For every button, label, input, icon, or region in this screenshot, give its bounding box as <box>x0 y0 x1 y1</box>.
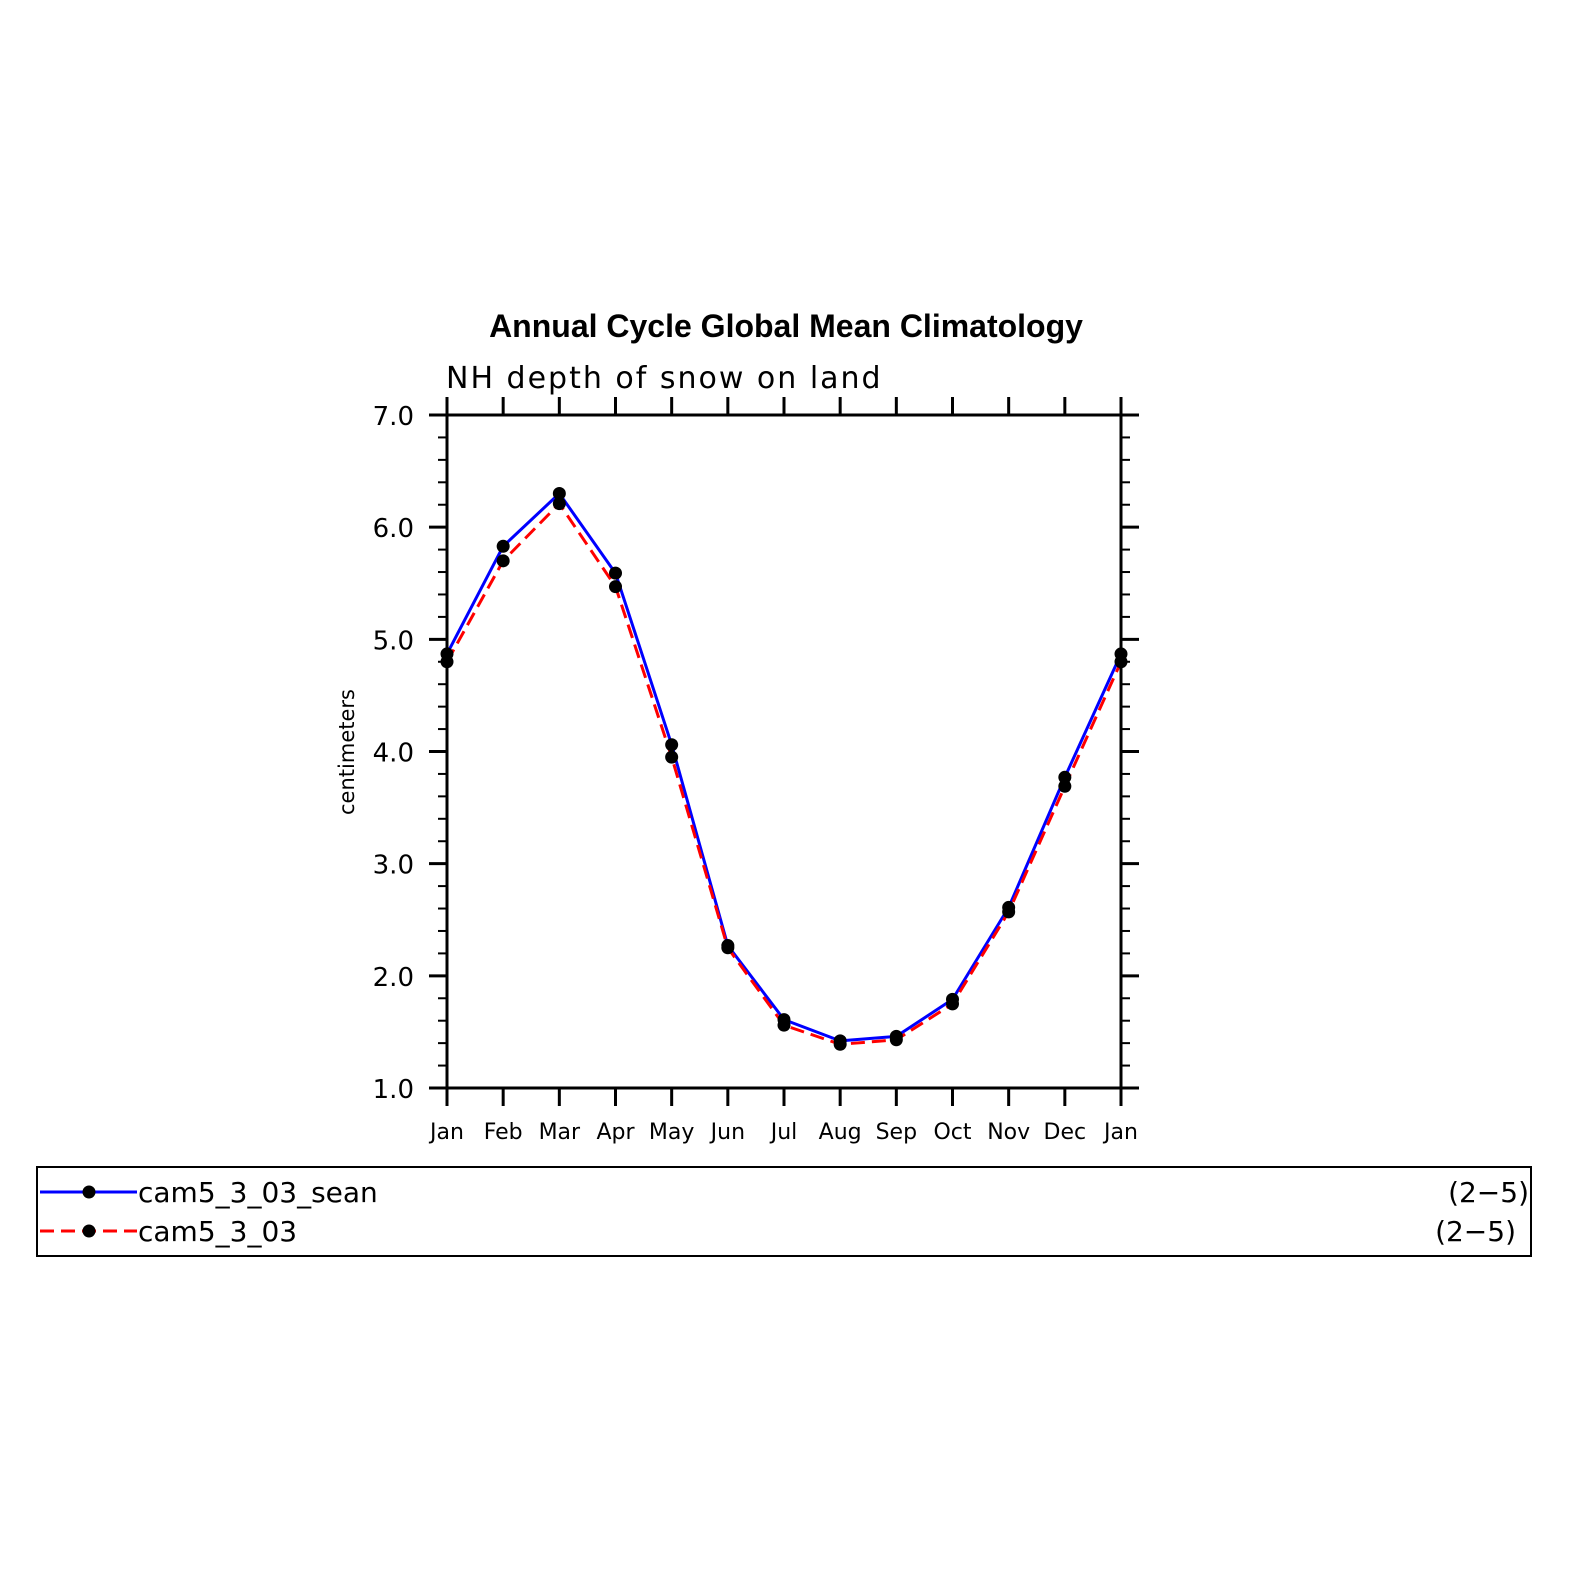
data-point-cam5_3_03 <box>552 497 566 511</box>
legend-marker-cam5_3_03 <box>82 1224 96 1238</box>
x-tick-label: Apr <box>596 1120 635 1145</box>
legend-period: (2−5) <box>1435 1215 1516 1248</box>
data-point-cam5_3_03 <box>609 580 622 594</box>
x-tick-label: May <box>649 1120 694 1145</box>
data-point-cam5_3_03_sean <box>496 539 510 553</box>
data-point-cam5_3_03 <box>721 941 735 955</box>
y-axis-label: centimeters <box>335 689 359 815</box>
y-tick-label: 5.0 <box>373 626 414 656</box>
plot-frame <box>445 413 1123 1090</box>
data-point-cam5_3_03_sean <box>665 738 679 752</box>
legend: cam5_3_03_sean (2−5) cam5_3_03 (2−5) <box>40 1176 1529 1248</box>
x-tick-label: Jul <box>769 1120 798 1145</box>
data-point-cam5_3_03 <box>1058 779 1072 793</box>
y-tick-label: 3.0 <box>373 851 414 881</box>
data-point-cam5_3_03_sean <box>552 487 566 501</box>
series-line-cam5_3_03_sean <box>445 492 1123 1043</box>
x-tick-label: Jan <box>1102 1120 1138 1145</box>
data-point-cam5_3_03 <box>665 750 679 764</box>
data-point-cam5_3_03_sean <box>1058 770 1072 784</box>
data-point-cam5_3_03 <box>833 1037 847 1051</box>
data-point-cam5_3_03 <box>496 554 510 568</box>
data-point-cam5_3_03_sean <box>609 566 622 580</box>
axis-labels: Jan Feb Mar Apr May Jun Jul Aug Sep Oct Nov Dec Jan 1… <box>373 402 1138 1145</box>
series-markers <box>440 487 1128 1051</box>
series-line-cam5_3_03 <box>445 502 1123 1046</box>
x-tick-label: Jan <box>428 1120 464 1145</box>
x-tick-label: Sep <box>876 1120 917 1145</box>
x-tick-label: Dec <box>1044 1120 1087 1145</box>
legend-box <box>36 1166 1532 1257</box>
y-tick-label: 2.0 <box>373 963 414 993</box>
chart-title: Annual Cycle Global Mean Climatology <box>489 308 1083 344</box>
y-tick-label: 6.0 <box>373 514 414 544</box>
data-point-cam5_3_03 <box>889 1033 903 1047</box>
y-tick-label: 7.0 <box>373 402 414 432</box>
axis-ticks <box>429 397 1139 1106</box>
data-point-cam5_3_03 <box>777 1018 791 1032</box>
x-tick-label: Feb <box>484 1120 523 1145</box>
chart-subtitle: NH depth of snow on land <box>446 361 883 396</box>
legend-marker-cam5_3_03_sean <box>82 1185 96 1199</box>
x-tick-label: Oct <box>933 1120 971 1145</box>
data-point-cam5_3_03 <box>946 997 959 1011</box>
series-lines <box>445 492 1123 1046</box>
x-tick-label: Mar <box>539 1120 581 1145</box>
legend-label: cam5_3_03 <box>138 1215 297 1248</box>
legend-label: cam5_3_03_sean <box>138 1176 378 1209</box>
legend-period: (2−5) <box>1448 1176 1529 1209</box>
y-tick-label: 4.0 <box>373 739 414 769</box>
x-tick-label: Jun <box>709 1120 745 1145</box>
data-point-cam5_3_03 <box>1002 905 1016 919</box>
x-tick-label: Nov <box>987 1120 1030 1145</box>
x-tick-label: Aug <box>819 1120 862 1145</box>
y-tick-label: 1.0 <box>373 1075 414 1105</box>
